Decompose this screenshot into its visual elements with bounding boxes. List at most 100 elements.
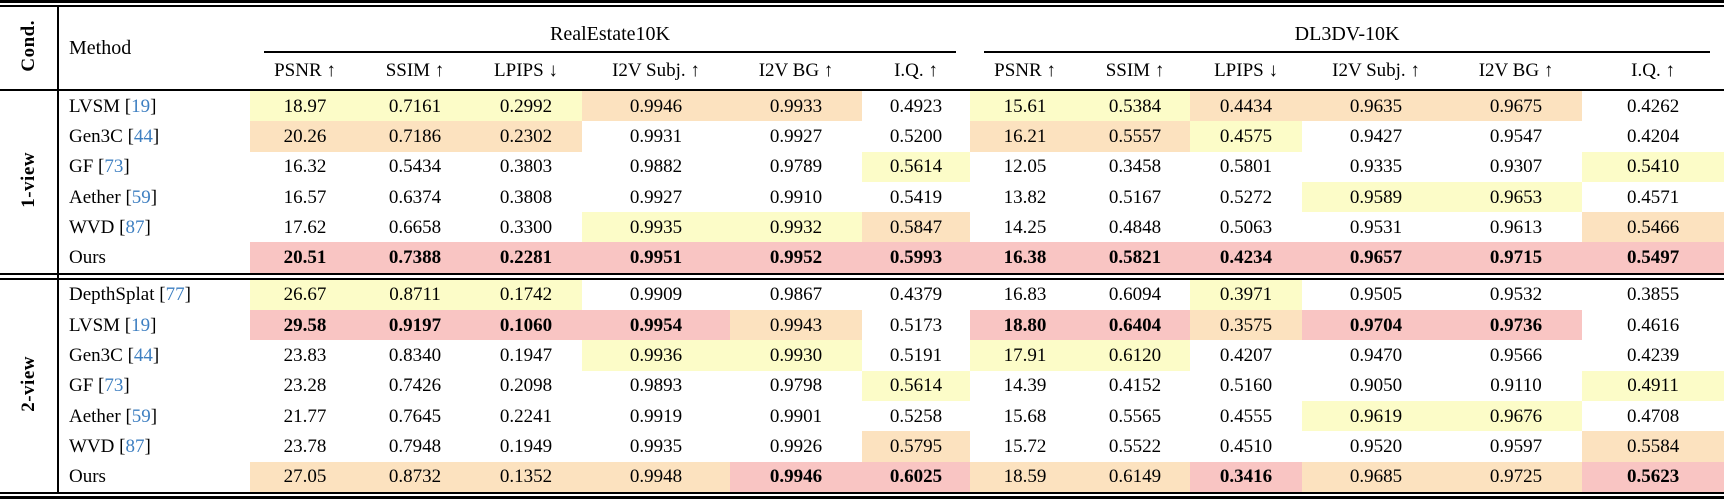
- metric-value: 0.6149: [1080, 461, 1191, 492]
- citation-link[interactable]: 44: [133, 125, 153, 147]
- metric-value: 0.9901: [769, 405, 823, 427]
- metric-value: 0.7161: [360, 90, 470, 122]
- metric-value: 0.9948: [582, 461, 730, 492]
- method-name-wvd: WVD [87]: [69, 435, 151, 457]
- metric-value: 0.4571: [1626, 186, 1680, 208]
- citation-link[interactable]: 19: [131, 314, 151, 336]
- metric-value: 0.9505: [1349, 284, 1403, 306]
- metric-value: 0.9952: [730, 242, 862, 273]
- metric-value: 0.4708: [1626, 405, 1680, 427]
- metric-value: 17.62: [283, 216, 327, 238]
- metric-value: 0.8732: [360, 461, 470, 492]
- results-table: Cond. Method RealEstate10K DL3DV-10K PSN…: [0, 7, 1724, 492]
- metric-value: 0.9882: [629, 156, 683, 178]
- metric-value: 0.5384: [1080, 90, 1191, 122]
- metric-value: 0.9653: [1450, 181, 1583, 213]
- metric-value: 0.4510: [1219, 435, 1273, 457]
- table-row: 1-view LVSM [19] 18.97 0.7161 0.2992 0.9946 0.…: [0, 90, 1724, 208]
- citation-link[interactable]: 44: [133, 345, 153, 367]
- citation-link[interactable]: 73: [104, 156, 124, 178]
- metric-value: 0.8711: [360, 279, 470, 311]
- citation-link[interactable]: 59: [131, 186, 151, 208]
- method-name-ours: Ours: [69, 466, 106, 488]
- metric-value: 0.6094: [1108, 284, 1162, 306]
- metric-value: 0.4911: [1582, 370, 1724, 401]
- citation-link[interactable]: 19: [131, 95, 151, 117]
- metric-value: 23.78: [283, 435, 327, 457]
- table-row: WVD [87] 17.62 0.6658 0.3300 0.9935 0.9932 0.5…: [0, 212, 1724, 243]
- metric-value: 0.5419: [889, 186, 943, 208]
- metric-value: 0.6025: [862, 461, 971, 492]
- metric-header-i2v-bg-realestate10k: I2V BG ↑: [730, 53, 862, 91]
- metric-header-i-q-dl3dv-10k: I.Q. ↑: [1582, 53, 1724, 91]
- method-name-ours: Ours: [69, 247, 106, 269]
- metric-value: 0.9197: [360, 310, 470, 341]
- metric-value: 20.26: [250, 121, 360, 152]
- metric-header-i-q-realestate10k: I.Q. ↑: [862, 53, 971, 91]
- metric-value: 0.9927: [629, 186, 683, 208]
- citation-link[interactable]: 59: [131, 405, 151, 427]
- metric-value: 0.7948: [388, 435, 442, 457]
- metric-value: 0.9657: [1302, 242, 1451, 273]
- metric-value: 0.5410: [1582, 151, 1724, 182]
- metric-value: 0.5623: [1582, 461, 1724, 492]
- metric-header-ssim-dl3dv-10k: SSIM ↑: [1080, 53, 1191, 91]
- metric-value: 0.3575: [1190, 310, 1303, 341]
- metric-value: 0.9715: [1450, 242, 1583, 273]
- metric-value: 0.9619: [1302, 400, 1451, 432]
- method-name-gf: GF [73]: [69, 375, 130, 397]
- metric-value: 12.05: [1003, 156, 1047, 178]
- cond-group-label-text: 1-view: [18, 152, 39, 208]
- section-separator: [0, 272, 1724, 280]
- cond-separator-line: [57, 7, 59, 494]
- method-name-depthsplat: DepthSplat [77]: [69, 284, 191, 306]
- metric-value: 16.83: [1003, 284, 1047, 306]
- table-row: LVSM [19] 29.58 0.9197 0.1060 0.9954 0.9943 0.…: [0, 310, 1724, 341]
- table-row: Aether [59] 16.57 0.6374 0.3808 0.9927 0.9910…: [0, 181, 1724, 213]
- method-name-lvsm: LVSM [19]: [69, 95, 157, 117]
- metric-value: 0.9597: [1489, 435, 1543, 457]
- citation-link[interactable]: 73: [104, 375, 124, 397]
- metric-header-i2v-bg-dl3dv-10k: I2V BG ↑: [1450, 53, 1583, 91]
- metric-value: 0.9936: [582, 340, 730, 371]
- metric-header-psnr-dl3dv-10k: PSNR ↑: [970, 53, 1081, 91]
- metric-value: 0.6120: [1080, 340, 1191, 371]
- metric-value: 0.5497: [1582, 242, 1724, 273]
- metric-value: 15.72: [1003, 435, 1047, 457]
- metric-value: 0.5258: [889, 405, 943, 427]
- citation-link[interactable]: 87: [125, 435, 145, 457]
- metric-value: 0.4434: [1190, 90, 1303, 122]
- metric-value: 0.1949: [499, 435, 553, 457]
- metric-value: 0.4152: [1108, 375, 1162, 397]
- metric-value: 0.9930: [730, 340, 862, 371]
- table-row: Ours 27.05 0.8732 0.1352 0.9948 0.9946 0.6025 1…: [0, 461, 1724, 492]
- metric-value: 0.9675: [1450, 90, 1583, 122]
- metric-value: 23.28: [283, 375, 327, 397]
- metric-value: 0.6374: [388, 186, 442, 208]
- group-header-realestate10k-label: RealEstate10K: [264, 23, 957, 53]
- metric-header-i2v-subj-dl3dv-10k: I2V Subj. ↑: [1302, 53, 1451, 91]
- metric-value: 0.5614: [862, 370, 971, 401]
- cond-column-label: Cond.: [17, 19, 39, 72]
- table-row: GF [73] 23.28 0.7426 0.2098 0.9893 0.9798 0.56…: [0, 370, 1724, 401]
- metric-header-ssim-realestate10k: SSIM ↑: [360, 53, 470, 91]
- metric-value: 0.9335: [1349, 156, 1403, 178]
- metric-value: 0.9613: [1489, 216, 1543, 238]
- citation-link[interactable]: 77: [165, 284, 185, 306]
- metric-header-lpips-dl3dv-10k: LPIPS ↓: [1190, 53, 1303, 91]
- metric-value: 0.9867: [769, 284, 823, 306]
- metric-value: 0.4262: [1626, 95, 1680, 117]
- metric-value: 0.2241: [499, 405, 553, 427]
- metric-value: 0.5522: [1108, 435, 1162, 457]
- metric-value: 0.5167: [1108, 186, 1162, 208]
- metric-value: 0.9933: [730, 90, 862, 122]
- metric-value: 21.77: [283, 405, 327, 427]
- metric-value: 0.4848: [1108, 216, 1162, 238]
- metric-value: 0.1352: [470, 461, 582, 492]
- metric-value: 0.9110: [1490, 375, 1542, 397]
- metric-value: 0.7186: [360, 121, 470, 152]
- citation-link[interactable]: 87: [125, 216, 145, 238]
- metric-value: 0.5173: [889, 314, 943, 336]
- method-name-lvsm: LVSM [19]: [69, 314, 157, 336]
